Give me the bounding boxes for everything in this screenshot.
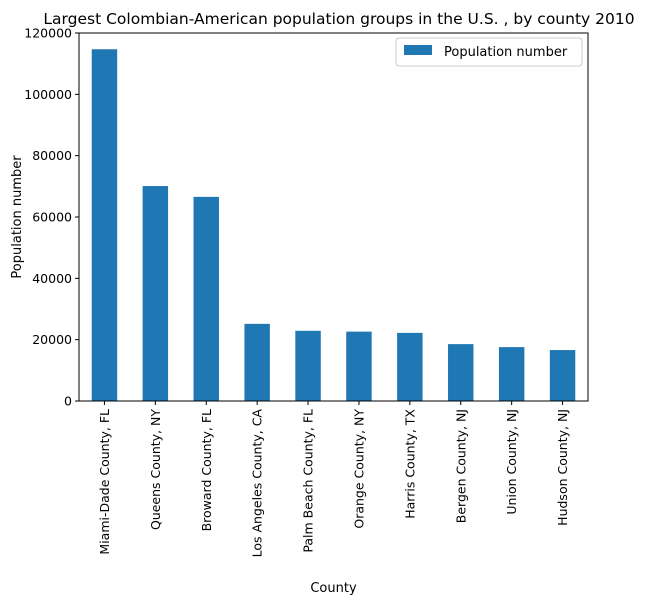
y-axis-ticks: 0 20000 40000 60000 80000 100000 120000 bbox=[24, 26, 79, 409]
bar bbox=[142, 186, 169, 401]
y-axis-label: Population number bbox=[10, 155, 25, 279]
y-tick-label: 0 bbox=[64, 394, 72, 409]
bar bbox=[498, 347, 525, 401]
x-axis-label: County bbox=[310, 581, 357, 596]
y-tick-label: 40000 bbox=[32, 271, 72, 286]
plot-frame bbox=[78, 32, 589, 402]
legend: Population number bbox=[395, 37, 583, 67]
x-tick-label: Union County, NJ bbox=[504, 409, 519, 515]
x-tick-label: Bergen County, NJ bbox=[453, 409, 468, 523]
x-tick-label: Los Angeles County, CA bbox=[250, 409, 265, 558]
bar bbox=[295, 330, 321, 401]
bar bbox=[91, 49, 118, 401]
chart-title: Largest Colombian-American population gr… bbox=[43, 10, 634, 28]
legend-box bbox=[395, 37, 583, 67]
x-tick-label: Queens County, NY bbox=[148, 409, 163, 530]
y-tick-label: 120000 bbox=[24, 26, 72, 41]
x-axis-ticks: Miami-Dade County, FL Queens County, NY Br… bbox=[97, 401, 570, 557]
y-tick-label: 80000 bbox=[32, 148, 72, 163]
bar bbox=[549, 350, 576, 401]
bars bbox=[91, 49, 576, 401]
y-tick-label: 20000 bbox=[32, 332, 72, 347]
bar bbox=[244, 323, 270, 401]
y-tick-label: 100000 bbox=[24, 87, 72, 102]
legend-entry: Population number bbox=[444, 45, 568, 60]
bar bbox=[397, 332, 423, 401]
x-tick-label: Palm Beach County, FL bbox=[301, 409, 316, 553]
x-tick-label: Miami-Dade County, FL bbox=[97, 409, 112, 555]
bar bbox=[346, 331, 372, 401]
x-tick-label: Harris County, TX bbox=[402, 409, 417, 519]
x-tick-label: Broward County, FL bbox=[199, 409, 214, 531]
bar bbox=[193, 196, 219, 401]
x-tick-label: Hudson County, NJ bbox=[555, 409, 570, 526]
bar bbox=[448, 344, 474, 401]
legend-swatch bbox=[404, 45, 432, 55]
x-tick-label: Orange County, NY bbox=[351, 409, 366, 529]
y-tick-label: 60000 bbox=[32, 210, 72, 225]
